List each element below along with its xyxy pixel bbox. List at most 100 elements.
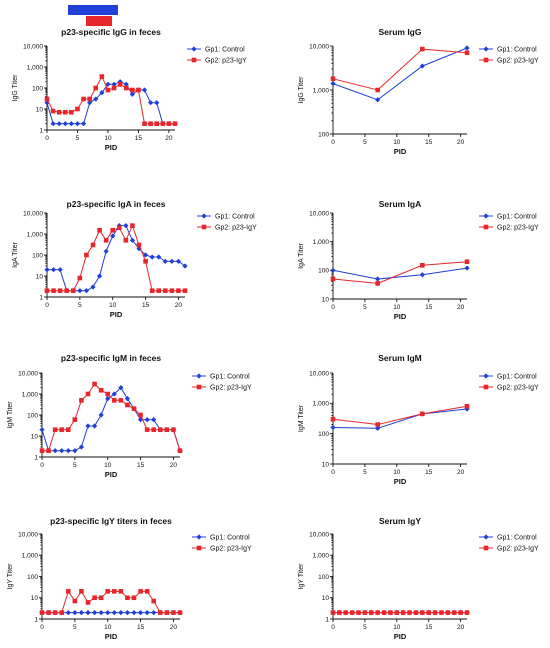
legend-entry-gp2-p23-igy: Gp2: p23-IgY: [187, 58, 247, 65]
data-point: [432, 610, 438, 615]
y-tick-label: 10: [36, 106, 44, 113]
series-gp2-p23-igy: [44, 74, 178, 126]
x-axis-label: PID: [394, 147, 407, 156]
data-point: [59, 448, 65, 454]
data-point: [56, 109, 62, 115]
data-point: [123, 223, 129, 229]
y-axis-label: IgA Titer: [12, 241, 19, 267]
chart-panel-p23-specific-igg-in-feces: p23-specific IgG in feces1101001,00010,0…: [12, 27, 247, 152]
y-tick-label: 1,000: [22, 391, 39, 398]
data-point: [375, 97, 381, 103]
data-point: [51, 288, 56, 293]
data-point: [330, 267, 336, 273]
data-point: [118, 610, 124, 616]
chart-title: Serum IgA: [379, 199, 422, 209]
legend-label: Gp2: p23-IgY: [497, 546, 539, 553]
data-point: [50, 121, 56, 127]
data-point: [138, 589, 143, 594]
legend-label: Gp2: p23-IgY: [215, 225, 257, 232]
data-point: [375, 425, 381, 431]
x-axis-label: PID: [105, 143, 118, 152]
data-point: [81, 96, 86, 102]
data-point: [96, 273, 103, 279]
x-tick-label: 10: [393, 469, 401, 476]
y-tick-label: 1: [34, 616, 38, 623]
data-point: [129, 91, 135, 97]
data-point: [464, 50, 470, 56]
x-tick-label: 0: [40, 624, 44, 631]
legend-entry-gp1-control: Gp1: Control: [192, 534, 250, 542]
data-point: [144, 427, 150, 432]
data-point: [111, 85, 117, 91]
data-point: [75, 106, 80, 112]
data-point: [69, 109, 74, 115]
x-tick-label: 20: [170, 462, 178, 469]
x-axis-label: PID: [110, 310, 123, 319]
series-line: [332, 408, 468, 429]
data-point: [62, 109, 68, 115]
data-point: [439, 610, 444, 615]
data-point: [111, 391, 117, 397]
y-tick-label: 10,000: [309, 43, 329, 50]
data-point: [156, 288, 162, 293]
data-point: [98, 610, 104, 616]
data-point: [177, 610, 183, 615]
x-tick-label: 20: [457, 469, 465, 476]
chart-panel-p23-specific-iga-in-feces: p23-specific IgA in feces1101001,00010,0…: [12, 199, 257, 319]
x-tick-label: 0: [331, 624, 335, 631]
y-axis-label: IgM Titer: [298, 404, 305, 432]
data-point: [148, 121, 153, 126]
data-point: [39, 448, 45, 453]
legend-label: Gp1: Control: [497, 214, 537, 221]
x-tick-label: 15: [135, 135, 143, 142]
data-point: [343, 610, 349, 615]
y-tick-label: 1,000: [313, 239, 330, 246]
data-point: [330, 424, 336, 431]
data-point: [154, 121, 160, 126]
data-point: [110, 228, 116, 233]
x-tick-label: 20: [457, 624, 465, 631]
x-tick-label: 5: [78, 302, 82, 309]
data-point: [129, 237, 136, 243]
data-point: [50, 108, 56, 114]
data-point: [123, 238, 129, 243]
y-tick-label: 10,000: [23, 43, 43, 50]
legend-entry-gp1-control: Gp1: Control: [479, 213, 537, 221]
data-point: [79, 398, 84, 403]
x-tick-label: 0: [331, 139, 335, 146]
data-point: [451, 610, 457, 615]
data-point: [151, 427, 157, 432]
data-point: [464, 45, 470, 51]
y-tick-label: 100: [318, 268, 329, 275]
data-point: [413, 610, 419, 615]
data-point: [39, 610, 45, 615]
data-point: [169, 258, 175, 264]
data-point: [124, 610, 131, 616]
x-tick-label: 0: [45, 302, 49, 309]
y-tick-label: 10: [322, 595, 330, 602]
data-point: [464, 403, 470, 409]
data-point: [130, 87, 135, 93]
data-point: [131, 610, 137, 616]
x-tick-label: 5: [73, 624, 77, 631]
legend-label: Gp1: Control: [205, 47, 245, 54]
y-axis-label: IgG Titer: [12, 74, 19, 102]
data-point: [156, 254, 162, 260]
data-point: [87, 100, 93, 106]
legend-entry-gp1-control: Gp1: Control: [197, 213, 255, 221]
data-point: [64, 288, 70, 293]
chart-panel-serum-igg: Serum IgG 100 1,000 10,000 0 5 10 15 20 PID IgG Ti…: [298, 27, 539, 156]
y-tick-label: 100: [27, 412, 38, 419]
data-point: [368, 610, 374, 615]
data-point: [116, 225, 122, 230]
legend-marker: [483, 545, 489, 551]
legend-entry-gp2-p23-igy: Gp2: p23-IgY: [479, 225, 539, 232]
x-tick-label: 20: [175, 302, 183, 309]
data-point: [74, 121, 81, 127]
chart-title: Serum IgG: [379, 27, 422, 37]
legend-entry-gp2-p23-igy: Gp2: p23-IgY: [197, 225, 257, 232]
data-point: [375, 87, 380, 93]
x-tick-label: 15: [425, 304, 433, 311]
data-point: [68, 121, 74, 127]
